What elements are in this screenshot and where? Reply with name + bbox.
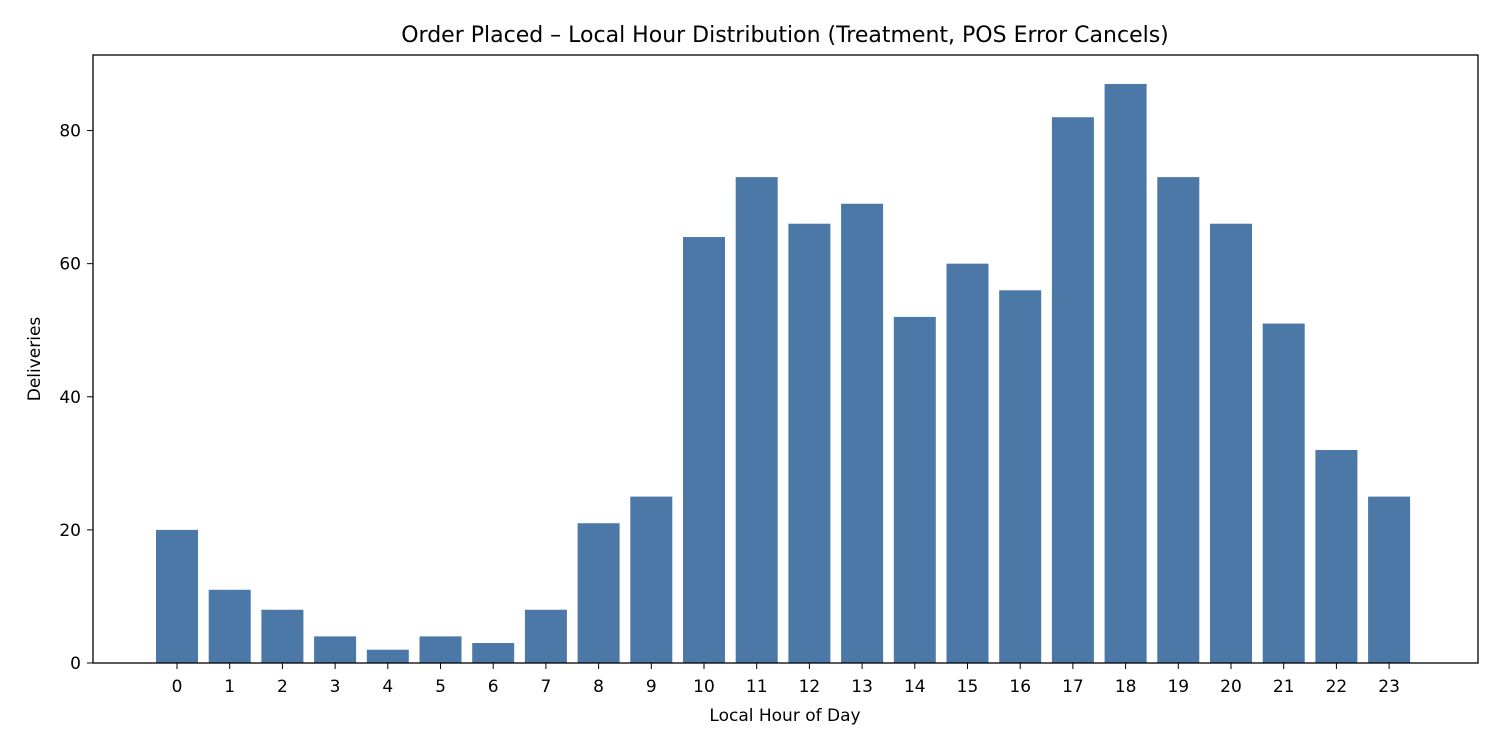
x-tick-label: 4: [382, 677, 393, 697]
x-tick-label: 12: [799, 677, 821, 697]
bar-hour-5: [419, 636, 462, 663]
bar-hour-14: [893, 316, 936, 663]
x-tick-label: 13: [851, 677, 873, 697]
bar-hour-9: [630, 496, 673, 663]
bar-hour-0: [156, 529, 198, 663]
bar-hour-13: [841, 203, 884, 663]
y-tick-label: 0: [70, 654, 81, 674]
x-tick-label: 23: [1378, 677, 1400, 697]
plot-frame: [92, 54, 1479, 664]
bar-hour-20: [1210, 223, 1252, 663]
bars-group: [156, 83, 1411, 664]
x-axis-ticks: 0 1 2 3 4 5 6 7 8 9 10 11 12 13 14 15 16 17 18 19 20 21 22 23: [172, 663, 1400, 697]
x-axis-label: Local Hour of Day: [709, 706, 860, 726]
bar-hour-6: [472, 643, 515, 663]
x-tick-label: 2: [277, 677, 288, 697]
bar-hour-16: [999, 290, 1042, 663]
y-tick-label: 40: [59, 388, 81, 408]
x-tick-label: 7: [540, 677, 551, 697]
bar-hour-11: [735, 177, 778, 663]
chart-title: Order Placed – Local Hour Distribution (…: [401, 23, 1169, 48]
x-tick-label: 17: [1062, 677, 1084, 697]
bar-hour-15: [946, 263, 989, 663]
x-tick-label: 20: [1220, 677, 1242, 697]
bar-hour-2: [261, 609, 304, 663]
y-axis-label: Deliveries: [25, 317, 45, 402]
bar-hour-1: [208, 589, 251, 663]
bar-hour-17: [1051, 117, 1094, 664]
x-tick-label: 15: [957, 677, 979, 697]
x-tick-label: 22: [1326, 677, 1348, 697]
x-tick-label: 21: [1273, 677, 1295, 697]
bar-hour-10: [683, 237, 725, 663]
bar-hour-19: [1157, 177, 1200, 663]
bar-hour-4: [366, 649, 409, 663]
y-tick-label: 20: [59, 521, 81, 541]
y-axis-ticks: 0 20 40 60 80: [59, 122, 93, 674]
x-tick-label: 9: [646, 677, 657, 697]
x-tick-label: 1: [224, 677, 235, 697]
bar-hour-12: [788, 223, 831, 663]
x-tick-label: 8: [593, 677, 604, 697]
bar-hour-8: [577, 523, 620, 663]
x-tick-label: 3: [330, 677, 341, 697]
x-tick-label: 14: [904, 677, 926, 697]
bar-hour-18: [1104, 83, 1147, 663]
bar-hour-7: [524, 609, 567, 663]
x-tick-label: 10: [693, 677, 715, 697]
bar-hour-21: [1262, 323, 1305, 663]
x-tick-label: 18: [1115, 677, 1137, 697]
x-tick-label: 16: [1009, 677, 1031, 697]
y-tick-label: 80: [59, 122, 81, 142]
x-tick-label: 6: [488, 677, 499, 697]
x-tick-label: 19: [1167, 677, 1189, 697]
bar-hour-3: [314, 636, 357, 663]
bar-hour-23: [1368, 496, 1411, 663]
x-tick-label: 11: [746, 677, 768, 697]
x-tick-label: 0: [172, 677, 183, 697]
bar-hour-22: [1315, 450, 1358, 663]
x-tick-label: 5: [435, 677, 446, 697]
y-tick-label: 60: [59, 255, 81, 275]
